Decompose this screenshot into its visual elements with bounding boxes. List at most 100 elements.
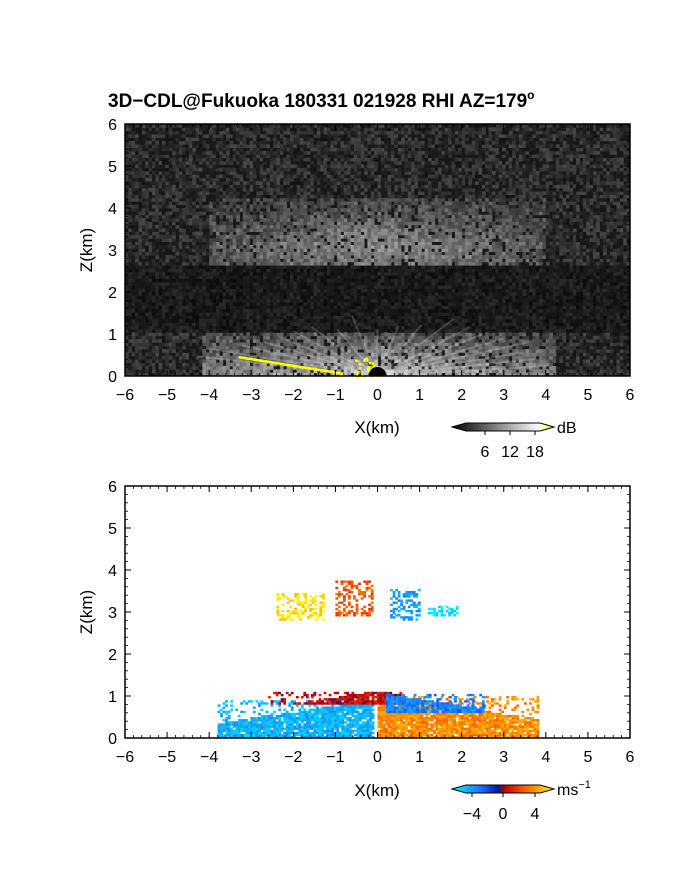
echo-cell [374, 150, 378, 155]
echo-cell [330, 201, 335, 206]
echo-cell [151, 325, 156, 330]
echo-cell [364, 201, 368, 206]
echo-cell [239, 285, 244, 290]
echo-cell [128, 295, 133, 300]
echo-cell [189, 339, 193, 343]
echo-cell [199, 184, 203, 189]
echo-cell [377, 318, 382, 323]
echo-cell [219, 312, 224, 316]
echo-cell [266, 325, 271, 330]
echo-cell [125, 251, 129, 256]
echo-cell [380, 150, 385, 155]
echo-cell [293, 208, 298, 212]
echo-cell [377, 208, 382, 212]
echo-cell [219, 255, 224, 259]
echo-cell [209, 281, 213, 286]
echo-cell [215, 167, 220, 172]
echo-cell [125, 255, 129, 259]
echo-cell [141, 281, 146, 286]
echo-cell [269, 164, 274, 169]
echo-cell [249, 134, 254, 138]
echo-cell [283, 295, 287, 300]
echo-cell [135, 140, 139, 145]
echo-cell [256, 281, 261, 286]
echo-cell [229, 278, 234, 283]
echo-cell [189, 329, 193, 333]
echo-cell [229, 177, 234, 182]
echo-cell [226, 208, 230, 212]
echo-cell [226, 288, 230, 293]
echo-cell [249, 130, 254, 135]
echo-cell [148, 241, 153, 246]
echo-cell [128, 137, 133, 142]
echo-cell [333, 362, 338, 367]
echo-cell [138, 298, 143, 303]
echo-cell [316, 302, 321, 306]
echo-cell [276, 369, 281, 374]
echo-cell [286, 302, 291, 306]
echo-cell [162, 245, 166, 249]
echo-cell [353, 208, 358, 212]
echo-cell [145, 369, 149, 374]
echo-cell [205, 161, 210, 165]
echo-cell [232, 295, 237, 300]
echo-cell [236, 355, 240, 360]
echo-cell [259, 167, 264, 172]
echo-cell [259, 234, 264, 239]
echo-cell [340, 255, 345, 259]
echo-cell [239, 130, 244, 135]
echo-cell [135, 275, 139, 279]
echo-cell [290, 271, 294, 276]
echo-cell [182, 157, 186, 162]
echo-cell [313, 302, 318, 306]
echo-cell [279, 211, 284, 216]
echo-cell [165, 315, 170, 320]
echo-cell [374, 322, 378, 326]
echo-cell [246, 275, 250, 279]
echo-cell [384, 278, 388, 283]
echo-cell [138, 349, 143, 353]
echo-cell [165, 302, 170, 306]
echo-cell [347, 335, 351, 340]
echo-cell [209, 295, 213, 300]
echo-cell [269, 194, 274, 199]
echo-cell [175, 285, 180, 290]
echo-cell [205, 224, 210, 229]
echo-cell [252, 285, 257, 290]
echo-cell [175, 315, 180, 320]
echo-cell [367, 201, 372, 206]
echo-cell [357, 329, 362, 333]
echo-cell [273, 278, 277, 283]
echo-cell [155, 298, 160, 303]
echo-cell [357, 285, 362, 290]
echo-cell [380, 187, 385, 192]
echo-cell [135, 228, 139, 232]
echo-cell [212, 312, 217, 316]
echo-cell [182, 187, 186, 192]
echo-cell [327, 362, 331, 367]
echo-cell [330, 305, 335, 310]
echo-cell [192, 134, 197, 138]
echo-cell [276, 167, 281, 172]
echo-cell [246, 345, 250, 350]
echo-cell [313, 204, 318, 209]
echo-cell [202, 278, 207, 283]
echo-cell [145, 171, 149, 175]
echo-cell [380, 130, 385, 135]
echo-cell [293, 288, 298, 293]
echo-cell [128, 177, 133, 182]
echo-cell [226, 305, 230, 310]
echo-cell [327, 345, 331, 350]
echo-cell [320, 255, 325, 259]
echo-cell [202, 359, 207, 363]
echo-cell [340, 332, 345, 337]
echo-cell [138, 329, 143, 333]
echo-cell [327, 228, 331, 232]
echo-cell [364, 352, 368, 357]
echo-cell [347, 211, 351, 216]
echo-cell [343, 208, 348, 212]
echo-cell [178, 251, 183, 256]
echo-cell [310, 258, 314, 263]
echo-cell [168, 315, 173, 320]
echo-cell [145, 147, 149, 152]
